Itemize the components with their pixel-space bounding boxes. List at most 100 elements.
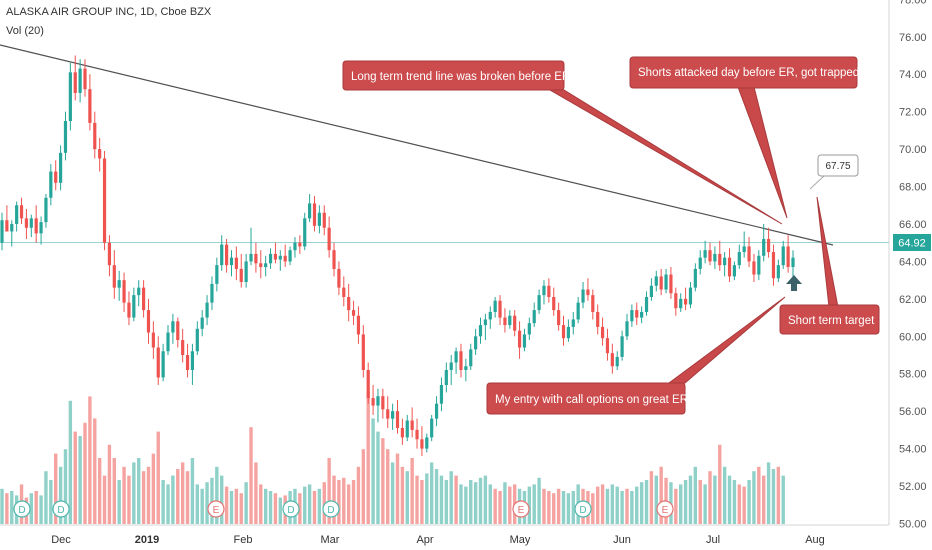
callout-short-term-target-text: Short term target [788, 315, 875, 327]
callout-short-term-target[interactable]: Short term target [779, 196, 880, 335]
candle-body [151, 332, 155, 348]
volume-bar [0, 488, 4, 524]
candle-body [171, 321, 175, 333]
candle-body [268, 253, 273, 264]
candle-body [156, 347, 160, 378]
candle-body [10, 223, 14, 232]
callout-shorts-trapped[interactable]: Shorts attacked day before ER, got trapp… [629, 56, 859, 219]
volume-bar [532, 484, 536, 524]
volume-bar [127, 475, 131, 524]
candle-body [200, 317, 204, 329]
volume-bar [493, 488, 497, 524]
volume-bar [366, 392, 370, 524]
candle-body [185, 355, 190, 370]
volume-bar [639, 482, 644, 524]
volume-bar [595, 486, 600, 524]
candle-body [347, 296, 351, 311]
volume-bar [54, 453, 58, 524]
candle-body [34, 218, 38, 234]
candle-body [752, 261, 756, 275]
price-label-box[interactable]: 67.75 [809, 154, 859, 190]
y-tick-label: 74.00 [899, 69, 927, 81]
candle-body [146, 310, 151, 333]
volume-bar [508, 486, 512, 524]
candle-body [366, 369, 370, 399]
volume-bar [605, 488, 610, 524]
volume-bar [200, 488, 204, 524]
candle-body [195, 328, 199, 352]
candle-body [49, 171, 53, 198]
dividend-marker[interactable] [322, 500, 340, 518]
y-axis-labels: 78.00 76.00 74.00 72.00 70.00 68.00 66.00 64.00… [899, 0, 927, 531]
volume-bar [444, 480, 449, 524]
last-price-text: 64.92 [898, 238, 926, 250]
earnings-marker[interactable] [207, 500, 225, 518]
candle-body [654, 276, 658, 286]
volume-bar [703, 484, 707, 524]
candle-body [229, 257, 234, 266]
volume-bar [464, 486, 468, 524]
event-marker-label: E [662, 505, 669, 516]
callout-entry[interactable]: My entry with call options on great ER [486, 296, 786, 415]
dividend-marker[interactable] [52, 500, 70, 518]
earnings-marker[interactable] [656, 500, 674, 518]
volume-bar [224, 486, 229, 524]
candle-body [615, 356, 619, 367]
candle-body [288, 250, 292, 262]
volume-bars [0, 392, 785, 524]
candle-body [459, 351, 463, 370]
volume-bar [552, 493, 556, 524]
volume-bar [141, 471, 146, 524]
candle-body [527, 323, 531, 335]
candle-body [68, 72, 72, 122]
volume-bar [732, 480, 737, 524]
candle-body [259, 263, 263, 268]
volume-bar [107, 444, 112, 524]
volume-bar [93, 418, 97, 524]
candle-body [273, 253, 278, 260]
candle-body [83, 68, 87, 90]
candle-body [425, 437, 429, 449]
volume-bar [718, 444, 722, 524]
volume-bar [498, 491, 502, 524]
dividend-marker[interactable] [574, 500, 592, 518]
x-tick-label: May [510, 534, 531, 546]
volume-bar [644, 480, 649, 524]
candle-body [410, 420, 414, 430]
candle-body [73, 72, 77, 93]
candle-body [713, 253, 717, 262]
y-tick-label: 54.00 [899, 444, 927, 456]
callout-trend-break[interactable]: Long term trend line was broken before E… [342, 60, 783, 225]
volume-bar [762, 475, 766, 524]
volume-bar [239, 493, 243, 524]
candle-body [395, 411, 400, 429]
x-tick-label: Feb [234, 534, 253, 546]
volume-bar [591, 493, 595, 524]
candle-body [571, 319, 575, 327]
candle-body [698, 257, 702, 269]
volume-bar [566, 493, 571, 524]
volume-bar [713, 475, 717, 524]
candle-body [561, 325, 566, 339]
volume-bar [161, 480, 165, 524]
long-term-trend-line[interactable] [0, 44, 834, 246]
volume-bar [625, 488, 629, 524]
dividend-marker[interactable] [282, 500, 300, 518]
volume-bar [381, 438, 385, 524]
volume-bar [146, 466, 151, 524]
dividend-marker[interactable] [13, 500, 31, 518]
candle-body [640, 311, 644, 318]
candle-body [508, 315, 512, 326]
candle-body [591, 295, 595, 312]
candle-body [430, 418, 434, 438]
volume-bar [469, 480, 473, 524]
volume-bar [83, 422, 87, 524]
volume-bar [97, 458, 102, 524]
candle-body [54, 171, 58, 183]
candle-body [351, 310, 356, 316]
earnings-marker[interactable] [512, 500, 530, 518]
candle-body [493, 300, 497, 312]
volume-bar [5, 493, 9, 524]
volume-bar [425, 473, 429, 524]
